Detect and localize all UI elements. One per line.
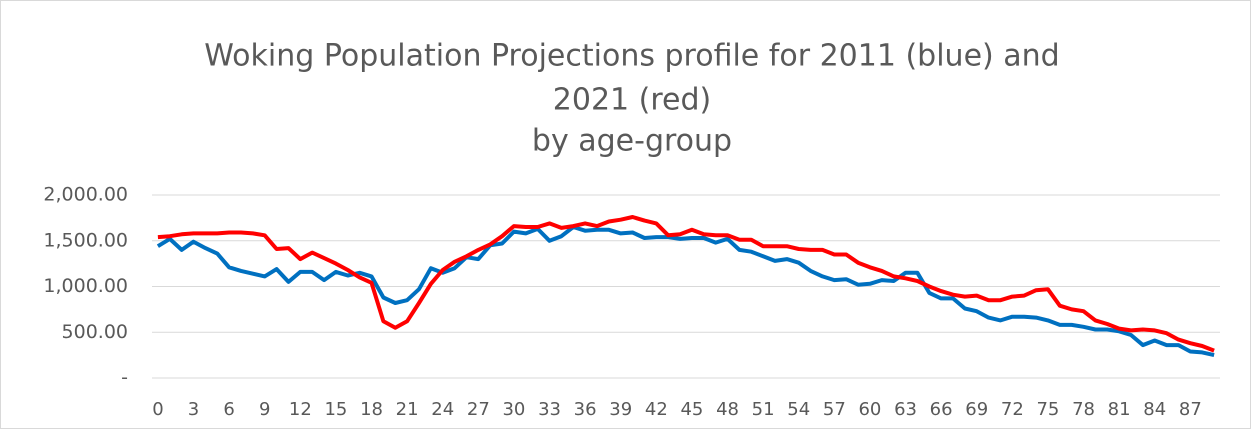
x-tick-label: 51 — [752, 399, 775, 420]
x-tick-label: 6 — [223, 399, 234, 420]
x-tick-label: 21 — [396, 399, 419, 420]
x-tick-label: 75 — [1036, 399, 1059, 420]
x-tick-label: 36 — [574, 399, 597, 420]
x-tick-label: 81 — [1108, 399, 1131, 420]
x-tick-label: 69 — [965, 399, 988, 420]
series-line — [156, 225, 1215, 358]
y-tick-label: 500.00 — [62, 321, 128, 343]
y-tick-label: 1,500.00 — [43, 229, 128, 251]
series-line — [157, 215, 1215, 353]
x-tick-label: 3 — [188, 399, 199, 420]
x-tick-label: 33 — [538, 399, 561, 420]
x-tick-label: 30 — [502, 399, 525, 420]
y-tick-label: 1,000.00 — [43, 275, 128, 297]
x-tick-label: 66 — [930, 399, 953, 420]
x-tick-label: 84 — [1143, 399, 1166, 420]
x-tick-label: 45 — [680, 399, 703, 420]
x-tick-label: 57 — [823, 399, 846, 420]
x-tick-label: 12 — [289, 399, 312, 420]
x-tick-label: 39 — [609, 399, 632, 420]
y-tick-label: 2,000.00 — [43, 184, 128, 206]
x-tick-label: 27 — [467, 399, 490, 420]
x-tick-label: 78 — [1072, 399, 1095, 420]
x-tick-label: 72 — [1001, 399, 1024, 420]
x-tick-label: 48 — [716, 399, 739, 420]
y-tick-label: - — [121, 367, 128, 389]
x-tick-label: 42 — [645, 399, 668, 420]
x-tick-label: 63 — [894, 399, 917, 420]
x-tick-label: 9 — [259, 399, 270, 420]
x-tick-label: 60 — [858, 399, 881, 420]
chart-title: Woking Population Projections profile fo… — [204, 39, 1059, 74]
x-tick-label: 15 — [324, 399, 347, 420]
x-tick-label: 0 — [152, 399, 163, 420]
x-tick-label: 18 — [360, 399, 383, 420]
x-tick-label: 24 — [431, 399, 454, 420]
x-tick-label: 87 — [1179, 399, 1202, 420]
x-tick-label: 54 — [787, 399, 810, 420]
chart-title: 2021 (red) — [553, 83, 711, 118]
chart-subtitle: by age-group — [532, 124, 732, 159]
